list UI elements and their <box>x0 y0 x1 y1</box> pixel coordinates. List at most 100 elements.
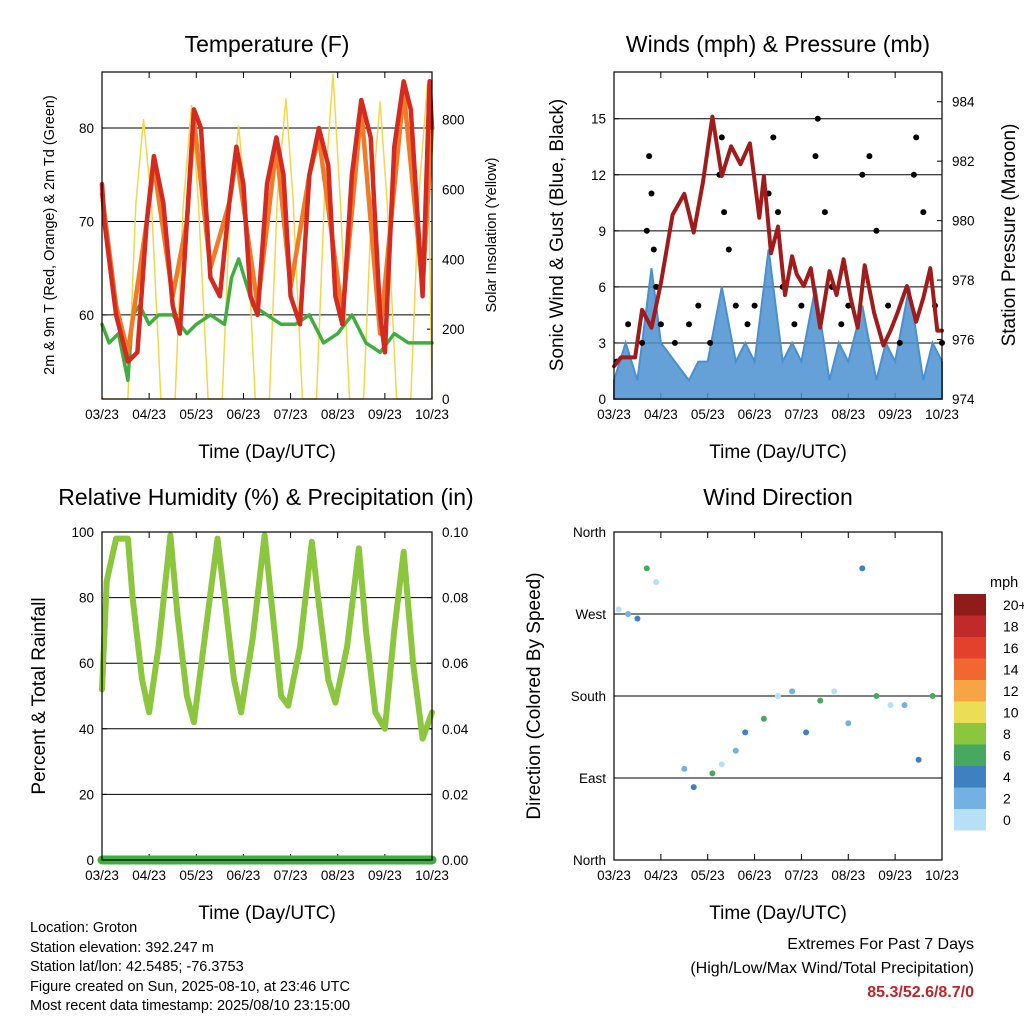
gust-point <box>643 227 650 234</box>
x-tick-label: 09/23 <box>368 407 402 422</box>
winds-title: Winds (mph) & Pressure (mb) <box>626 31 930 57</box>
series-2m-td <box>100 257 434 383</box>
y-tick-label: North <box>573 525 606 540</box>
y2-tick-label: 0.02 <box>442 787 468 802</box>
x-tick-label: 09/23 <box>878 868 912 883</box>
y2-tick-label: 0.10 <box>442 525 468 540</box>
plot-border <box>613 71 943 400</box>
series-2m-t <box>99 79 435 364</box>
legend-label: 18 <box>1003 619 1019 635</box>
series-sonic-wind <box>613 249 943 400</box>
temperature-ylabel-left: 2m & 9m T (Red, Orange) & 2m Td (Green) <box>42 95 58 375</box>
direction-point <box>775 693 781 699</box>
temperature-ylabel-right: Solar Insolation (Yellow) <box>484 157 500 312</box>
humidity-panel: Relative Humidity (%) & Precipitation (i… <box>29 484 474 924</box>
gust-point <box>859 171 866 178</box>
legend-label: 8 <box>1003 726 1011 742</box>
y-tick-label: 3 <box>598 336 606 351</box>
x-tick-label: 09/23 <box>368 868 402 883</box>
temperature-panel: Temperature (F) 60 70 80 03/23 04/23 05/23 06/… <box>42 31 500 463</box>
plot-border <box>101 71 433 400</box>
x-tick-label: 03/23 <box>597 407 631 422</box>
x-tick-label: 04/23 <box>132 868 166 883</box>
legend-label: 2 <box>1003 791 1011 807</box>
gust-point <box>910 171 917 178</box>
humidity-plot-area: 0 20 40 60 80 100 03/23 04/23 05/23 06/23 07/23 08/… <box>71 525 468 883</box>
legend-swatch <box>954 701 986 723</box>
y-tick-label: 15 <box>591 112 606 127</box>
direction-point <box>681 765 688 772</box>
x-tick-label: 08/23 <box>321 868 355 883</box>
legend-swatch <box>954 658 986 680</box>
gust-point <box>770 134 777 141</box>
legend-label: 6 <box>1003 748 1011 764</box>
recent-text: Most recent data timestamp: 2025/08/10 2… <box>30 998 351 1014</box>
gust-point <box>695 302 702 309</box>
extremes-box: Extremes For Past 7 Days (High/Low/Max W… <box>690 933 974 1005</box>
series-station-pressure <box>612 114 944 369</box>
direction-point <box>709 770 716 777</box>
y2-tick-label: 800 <box>442 113 465 128</box>
y-tick-label: 60 <box>79 656 94 671</box>
gust-point <box>671 339 678 346</box>
legend-swatch <box>954 809 986 831</box>
direction-point <box>615 606 622 613</box>
humidity-ylabel-left: Percent & Total Rainfall <box>29 597 50 794</box>
x-tick-label: 05/23 <box>691 868 725 883</box>
x-tick-label: 09/23 <box>878 407 912 422</box>
series-relative-humidity <box>99 532 435 742</box>
x-tick-label: 04/23 <box>644 407 678 422</box>
legend-label: 20+ <box>1003 597 1024 613</box>
x-tick-label: 03/23 <box>85 407 119 422</box>
gust-point <box>845 302 852 309</box>
legend-swatch <box>954 637 986 659</box>
gust-point <box>791 321 798 328</box>
direction-point <box>634 615 641 622</box>
legend-label: 14 <box>1003 662 1019 678</box>
y-tick-label: South <box>571 689 606 704</box>
direction-panel: Wind Direction NorthEastSouthWestNorth03… <box>524 484 1024 924</box>
y2-tick-label: 400 <box>442 252 465 267</box>
gust-point <box>653 283 660 290</box>
legend-swatch <box>954 594 986 616</box>
gust-point <box>913 134 920 141</box>
direction-point <box>831 688 838 695</box>
x-tick-label: 08/23 <box>831 868 865 883</box>
winds-ylabel-right: Station Pressure (Maroon) <box>999 124 1020 347</box>
legend-label: 10 <box>1003 705 1019 721</box>
x-tick-label: 05/23 <box>691 407 725 422</box>
direction-point <box>817 697 824 704</box>
x-tick-label: 06/23 <box>738 868 772 883</box>
gust-point <box>707 339 714 346</box>
gust-point <box>639 339 646 346</box>
y-tick-label: West <box>575 607 606 622</box>
direction-point <box>873 693 880 699</box>
y2-tick-label: 0 <box>442 392 450 407</box>
legend-label: 12 <box>1003 683 1019 699</box>
y-tick-label: 0 <box>86 853 94 868</box>
legend-swatch <box>954 680 986 702</box>
extremes-subheading: (High/Low/Max Wind/Total Precipitation) <box>690 960 974 977</box>
y2-tick-label: 978 <box>952 273 975 288</box>
gust-point <box>648 190 655 197</box>
y-tick-label: 40 <box>79 722 94 737</box>
direction-point <box>732 747 739 754</box>
gust-point <box>866 153 873 160</box>
x-tick-label: 10/23 <box>415 407 449 422</box>
y-tick-label: 60 <box>79 308 94 323</box>
x-tick-label: 06/23 <box>227 868 261 883</box>
series-solar-insolation <box>101 73 433 400</box>
elevation-text: Station elevation: 392.247 m <box>30 939 214 956</box>
legend-swatch <box>954 766 986 788</box>
x-tick-label: 10/23 <box>415 868 449 883</box>
direction-point <box>929 693 936 699</box>
speed-legend: 20+ 18 16 14 12 10 8 6 4 2 0 <box>954 594 1024 831</box>
gust-point <box>896 339 903 346</box>
humidity-title: Relative Humidity (%) & Precipitation (i… <box>58 484 473 510</box>
y-tick-label: East <box>579 771 606 786</box>
temperature-plot-area: 60 70 80 03/23 04/23 05/23 06/23 07/23 08/23 09/2… <box>79 71 465 422</box>
legend-label: 4 <box>1003 769 1011 785</box>
x-tick-label: 06/23 <box>227 407 261 422</box>
y2-tick-label: 984 <box>952 95 975 110</box>
